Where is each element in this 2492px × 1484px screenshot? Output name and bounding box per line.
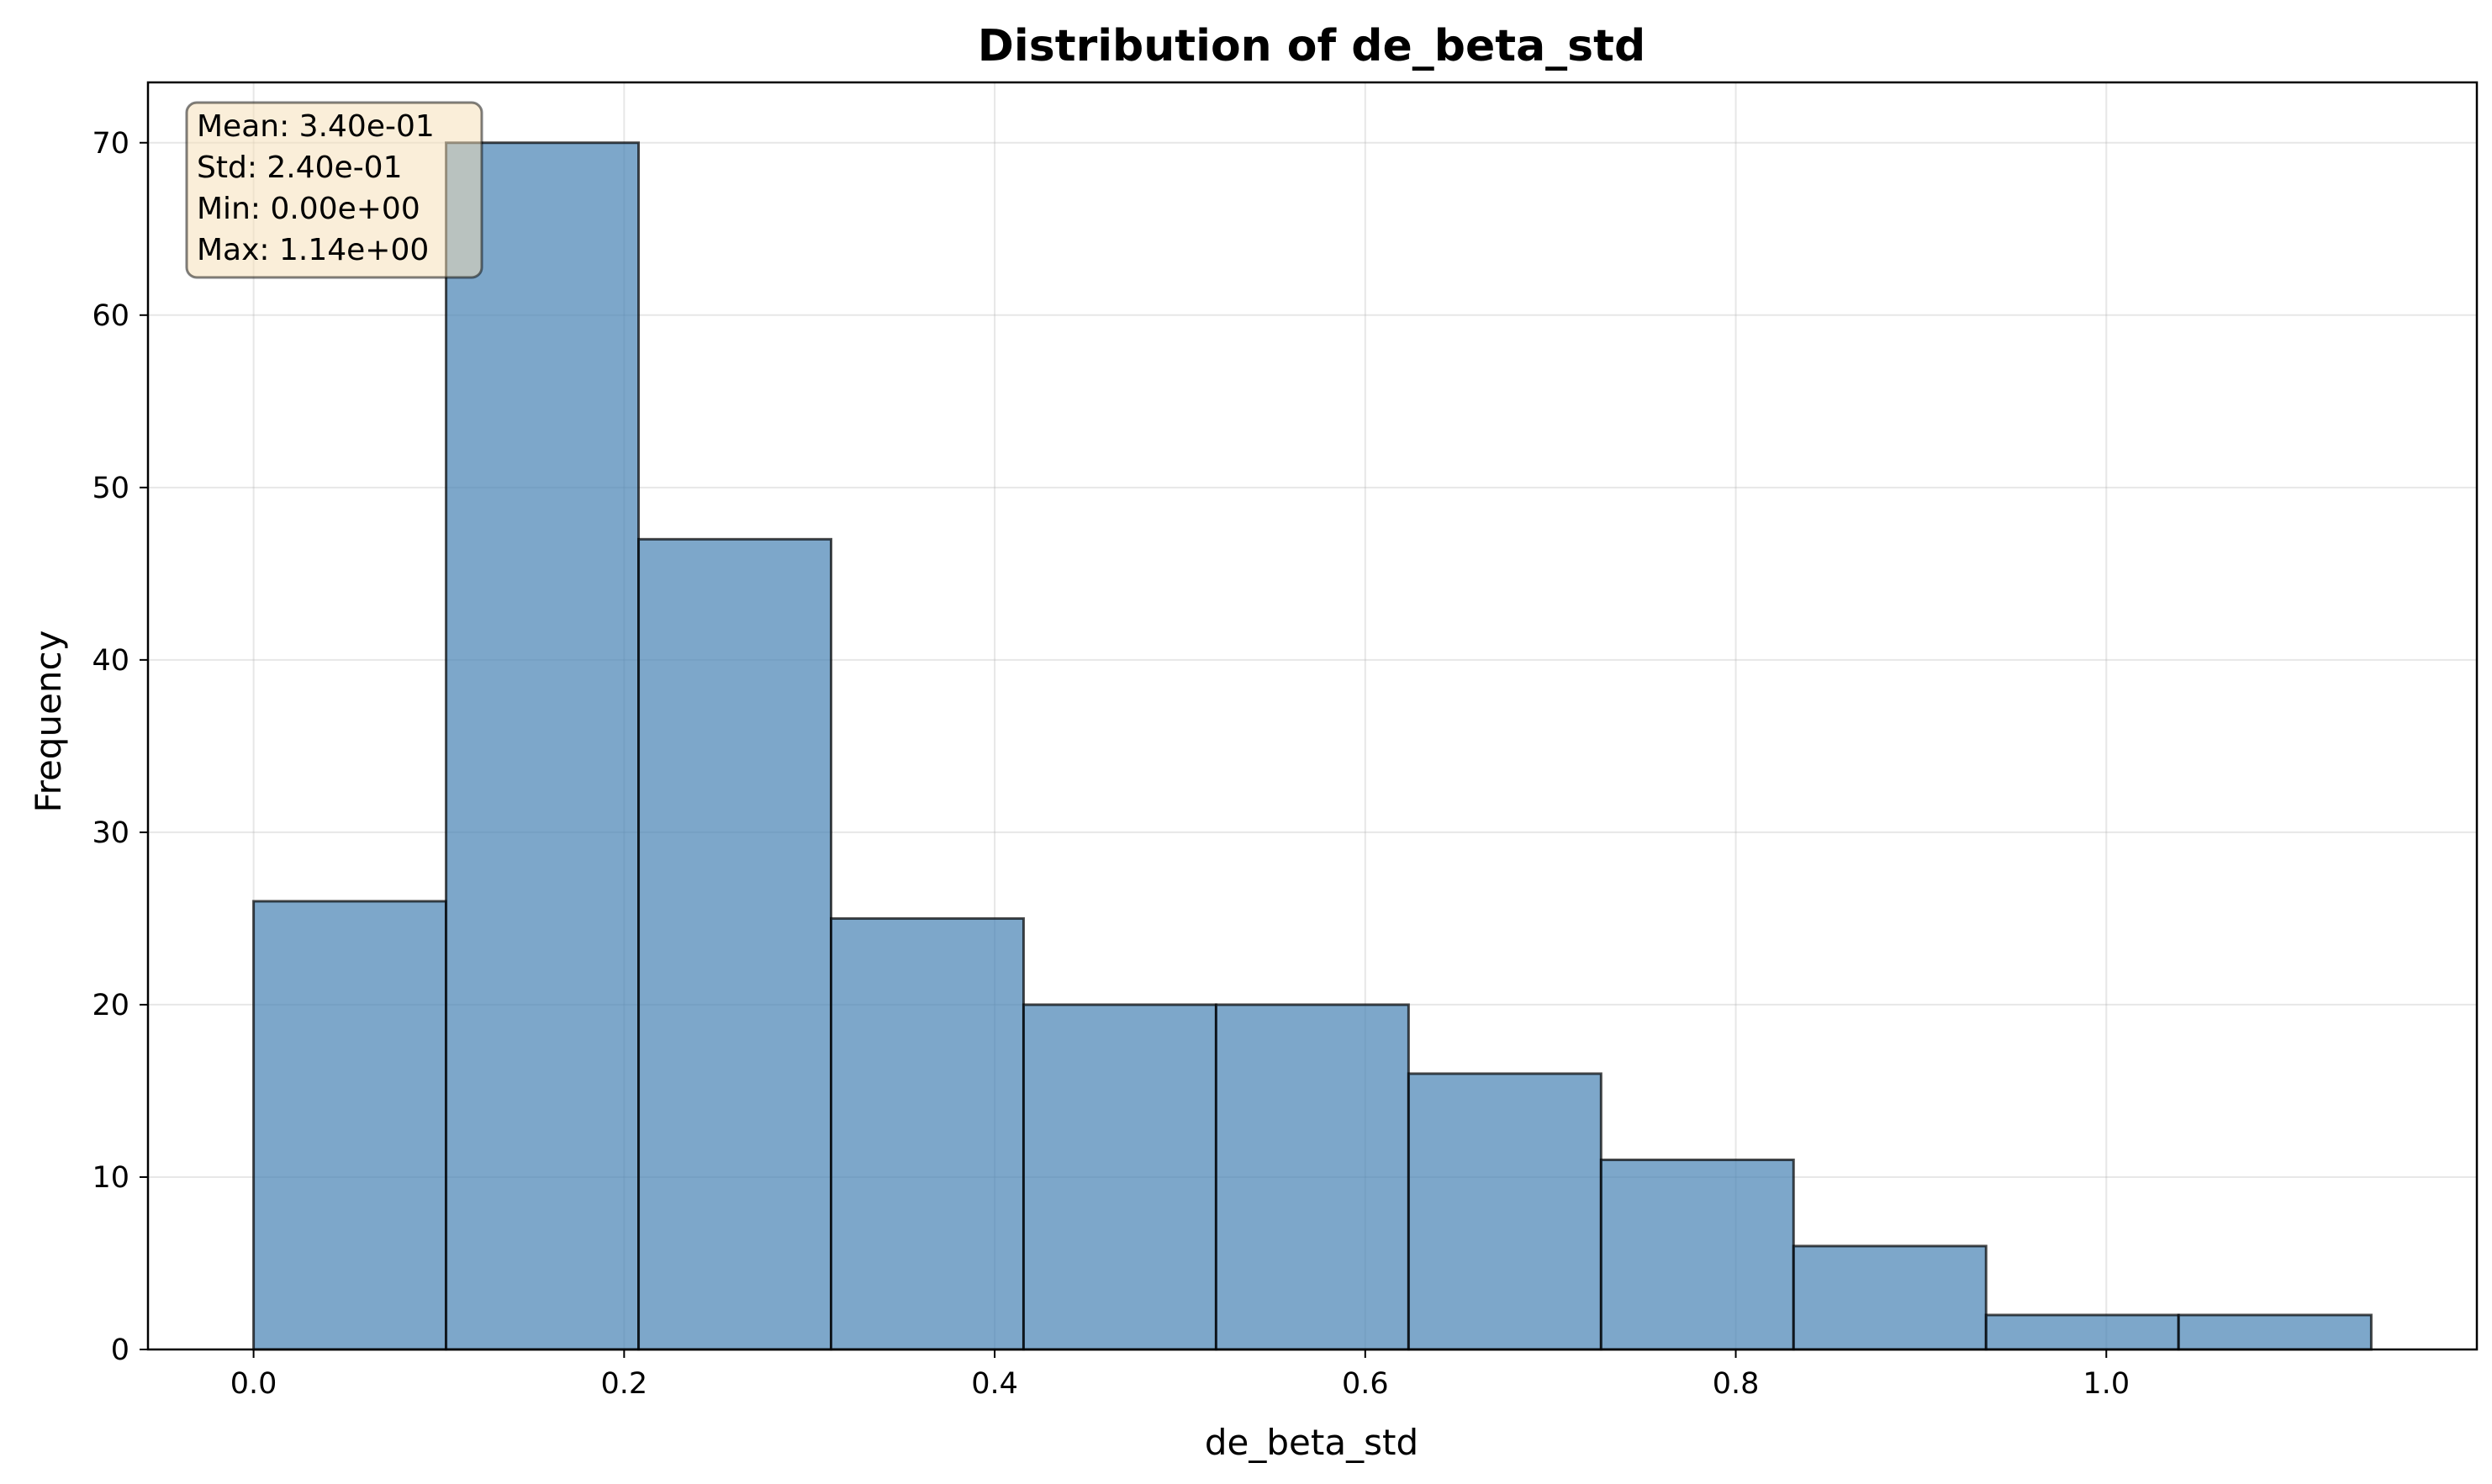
histogram-bar (2177, 1313, 2373, 1351)
histogram-bar (1214, 1003, 1410, 1351)
y-tick-label: 60 (92, 299, 129, 333)
x-axis-label: de_beta_std (1205, 1422, 1418, 1463)
y-tick-label: 40 (92, 644, 129, 678)
histogram-bar (445, 141, 641, 1351)
y-tick-label: 20 (92, 989, 129, 1022)
histogram-bar (1407, 1072, 1602, 1351)
y-tick-label: 0 (111, 1333, 129, 1367)
stats-min: Min: 0.00e+00 (197, 192, 420, 226)
x-tick-label: 0.2 (601, 1367, 648, 1401)
stats-box: Mean: 3.40e-01 Std: 2.40e-01 Min: 0.00e+… (185, 101, 483, 279)
histogram-bar (252, 900, 448, 1351)
y-tick-label: 10 (92, 1161, 129, 1195)
histogram-bar (637, 537, 832, 1351)
y-tick-label: 70 (92, 127, 129, 161)
stats-std: Std: 2.40e-01 (197, 151, 403, 185)
histogram-bar (1022, 1003, 1217, 1351)
chart-title: Distribution of de_beta_std (978, 21, 1645, 71)
stats-mean: Mean: 3.40e-01 (197, 109, 435, 144)
y-tick-label: 50 (92, 472, 129, 505)
y-axis-ticks: 0 10 20 30 40 50 60 70 (92, 127, 148, 1367)
stats-max: Max: 1.14e+00 (197, 233, 429, 267)
histogram-bar (1599, 1158, 1795, 1351)
x-axis-ticks: 0.0 0.2 0.4 0.6 0.8 1.0 (230, 1349, 2130, 1401)
x-tick-label: 0.6 (1342, 1367, 1389, 1401)
stats-box-background (185, 101, 483, 279)
histogram-bar (1792, 1244, 1988, 1351)
histogram-bars (252, 141, 2373, 1351)
plot-frame (146, 81, 2479, 1351)
x-tick-label: 0.4 (971, 1367, 1018, 1401)
histogram-bar (829, 916, 1025, 1351)
x-tick-label: 0.8 (1713, 1367, 1760, 1401)
y-axis-label: Frequency (28, 631, 69, 813)
x-tick-label: 1.0 (2083, 1367, 2130, 1401)
y-tick-label: 30 (92, 816, 129, 850)
x-tick-label: 0.0 (230, 1367, 277, 1401)
histogram-bar (1984, 1313, 2180, 1351)
